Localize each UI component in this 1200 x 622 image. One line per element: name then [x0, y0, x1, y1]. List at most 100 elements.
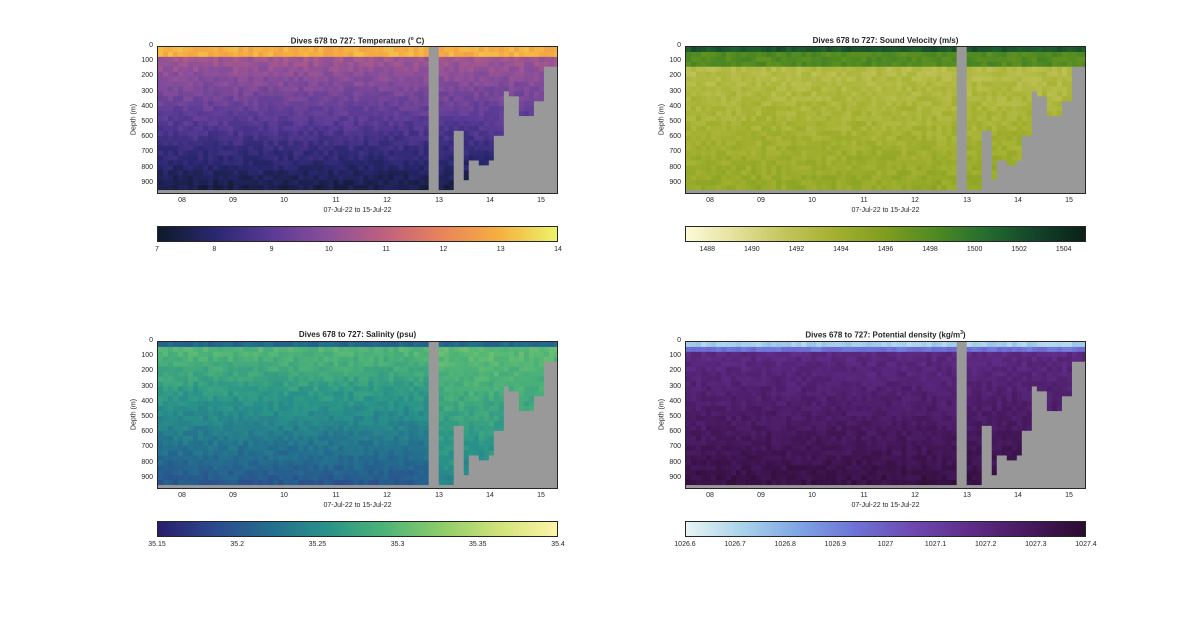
heatmap-cell: [263, 106, 269, 112]
heatmap-cell: [926, 81, 933, 88]
heatmap-cell: [766, 165, 772, 171]
heatmap-cell: [851, 56, 858, 63]
heatmap-cell: [936, 81, 943, 88]
heatmap-cell: [856, 111, 863, 117]
heatmap-cell: [378, 81, 385, 88]
heatmap-cell: [1031, 185, 1038, 191]
heatmap-cell: [518, 190, 525, 193]
heatmap-cell: [378, 165, 385, 171]
heatmap-cell: [438, 140, 445, 147]
heatmap-cell: [811, 190, 817, 193]
heatmap-cell: [413, 185, 420, 191]
heatmap-cell: [508, 170, 515, 176]
heatmap-cell: [398, 125, 405, 132]
heatmap-cell: [786, 145, 792, 152]
heatmap-cell: [438, 116, 445, 122]
heatmap-cell: [716, 150, 722, 157]
heatmap-cell: [538, 155, 545, 162]
heatmap-cell: [791, 101, 797, 107]
heatmap-cell: [318, 101, 325, 107]
heatmap-cell: [413, 47, 420, 53]
heatmap-cell: [158, 470, 164, 476]
heatmap-cell: [548, 61, 555, 68]
heatmap-cell: [776, 185, 782, 191]
heatmap-cell: [243, 121, 249, 127]
heatmap-cell: [966, 86, 973, 92]
heatmap-cell: [348, 175, 355, 181]
heatmap-cell: [168, 61, 174, 68]
heatmap-cell: [328, 180, 335, 186]
heatmap-cell: [373, 121, 380, 127]
heatmap-cell: [866, 51, 873, 58]
heatmap-cell: [931, 140, 938, 147]
heatmap-cell: [866, 111, 873, 117]
heatmap-cell: [278, 51, 284, 58]
heatmap-cell: [383, 155, 390, 162]
heatmap-cell: [263, 61, 269, 68]
heatmap-cell: [926, 71, 933, 78]
heatmap-cell: [831, 111, 837, 117]
heatmap-cell: [438, 150, 445, 157]
heatmap-cell: [548, 130, 555, 137]
heatmap-cell: [258, 125, 264, 132]
heatmap-cell: [1066, 185, 1073, 191]
heatmap-cell: [881, 71, 888, 78]
heatmap-cell: [791, 116, 797, 122]
heatmap-cell: [493, 81, 500, 88]
heatmap-cell: [363, 91, 370, 97]
heatmap-cell: [393, 180, 400, 186]
heatmap-cell: [368, 56, 375, 63]
heatmap-cell: [408, 135, 415, 142]
heatmap-cell: [686, 51, 692, 58]
heatmap-cell: [851, 150, 858, 157]
heatmap-cell: [781, 155, 787, 162]
heatmap-cell: [1081, 47, 1085, 53]
heatmap-cell: [178, 47, 184, 53]
heatmap-cell: [981, 130, 988, 137]
heatmap-cell: [543, 101, 550, 107]
heatmap-cell: [433, 56, 440, 63]
heatmap-cell: [183, 145, 189, 152]
heatmap-cell: [193, 160, 199, 166]
heatmap-cell: [976, 175, 983, 181]
heatmap-cell: [428, 61, 435, 68]
heatmap-cell: [323, 150, 330, 157]
heatmap-cell: [721, 101, 727, 107]
heatmap-cell: [323, 106, 330, 112]
heatmap-cell: [731, 185, 737, 191]
heatmap-cell: [841, 81, 847, 88]
heatmap-cell: [756, 56, 762, 63]
heatmap-cell: [253, 116, 259, 122]
heatmap-cell: [861, 125, 868, 132]
heatmap-cell: [1041, 145, 1048, 152]
heatmap-cell: [328, 81, 335, 88]
heatmap-cell: [388, 51, 395, 58]
heatmap-cell: [701, 61, 707, 68]
heatmap-cell: [1021, 180, 1028, 186]
heatmap-cell: [513, 101, 520, 107]
heatmap-cell: [533, 190, 540, 193]
heatmap-cell: [318, 185, 325, 191]
heatmap-cell: [233, 155, 239, 162]
heatmap-cell: [403, 91, 410, 97]
heatmap-cell: [463, 86, 470, 92]
heatmap-cell: [523, 121, 530, 127]
heatmap-cell: [208, 170, 214, 176]
heatmap-cell: [278, 125, 284, 132]
heatmap-cell: [163, 125, 169, 132]
heatmap-cell: [458, 91, 465, 97]
heatmap-cell: [856, 130, 863, 137]
heatmap-cell: [388, 71, 395, 78]
heatmap-cell: [343, 101, 350, 107]
heatmap-cell: [1046, 140, 1053, 147]
heatmap-cell: [158, 430, 164, 437]
heatmap-cell: [821, 125, 827, 132]
heatmap-cell: [463, 165, 470, 171]
heatmap-cell: [223, 116, 229, 122]
heatmap-cell: [188, 125, 194, 132]
heatmap-cell: [483, 86, 490, 92]
heatmap-cell: [991, 150, 998, 157]
heatmap-cell: [413, 125, 420, 132]
heatmap-cell: [716, 96, 722, 102]
heatmap-cell: [158, 342, 164, 348]
